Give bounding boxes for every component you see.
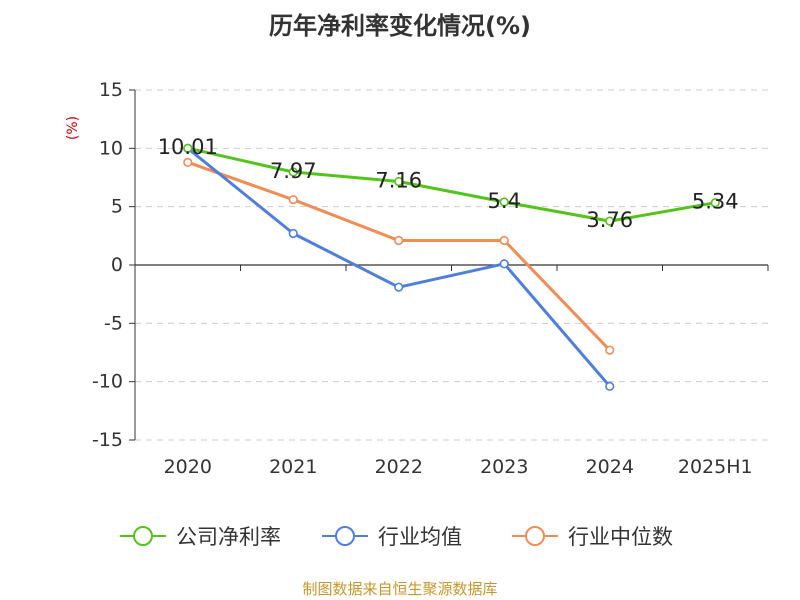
y-tick-label: 0 xyxy=(111,254,123,276)
legend-marker xyxy=(133,526,153,546)
legend-marker xyxy=(335,526,355,546)
data-point[interactable] xyxy=(183,143,193,153)
data-point[interactable] xyxy=(499,259,509,269)
x-tick-label: 2025H1 xyxy=(678,456,753,478)
series-0: 10.01 7.97 7.16 5.4 3.76 5.34 xyxy=(158,135,739,232)
data-point[interactable] xyxy=(394,282,404,292)
data-label: 3.76 xyxy=(586,208,633,232)
data-point[interactable] xyxy=(288,228,298,239)
legend-label: 公司净利率 xyxy=(176,525,281,549)
y-tick-label: -5 xyxy=(104,312,123,334)
y-tick-label: -15 xyxy=(92,429,123,451)
source-note: 制图数据来自恒生聚源数据库 xyxy=(302,580,498,598)
legend-item[interactable]: 公司净利率 xyxy=(120,525,281,549)
x-tick-label: 2023 xyxy=(480,456,528,478)
data-point[interactable] xyxy=(605,381,615,391)
data-label: 10.01 xyxy=(158,135,218,159)
series-line xyxy=(186,146,717,223)
y-axis-label: (%) xyxy=(65,116,81,140)
data-point[interactable] xyxy=(710,198,720,208)
series-2 xyxy=(183,157,615,355)
data-point[interactable] xyxy=(288,167,298,177)
legend-label: 行业均值 xyxy=(378,525,462,549)
data-label: 7.16 xyxy=(375,168,422,192)
y-tick-label: 15 xyxy=(99,79,123,101)
chart-title: 历年净利率变化情况(%) xyxy=(269,12,531,40)
data-point[interactable] xyxy=(605,345,615,355)
legend[interactable]: 公司净利率 行业均值 行业中位数 xyxy=(120,525,673,549)
legend-label: 行业中位数 xyxy=(568,525,673,549)
legend-item[interactable]: 行业中位数 xyxy=(512,525,673,549)
series-group: 10.01 7.97 7.16 5.4 3.76 5.34 xyxy=(158,135,739,391)
y-tick-label: -10 xyxy=(92,371,123,393)
legend-item[interactable]: 行业均值 xyxy=(322,525,462,549)
x-tick-label: 2020 xyxy=(164,456,212,478)
data-point[interactable] xyxy=(394,176,404,187)
x-tick-label: 2021 xyxy=(269,456,317,478)
x-tick-label: 2024 xyxy=(586,456,634,478)
data-point[interactable] xyxy=(499,197,509,207)
axes: 15 10 5 0 -5 -10 -15 2020 2021 2022 2023 2024 2025H1 xyxy=(92,79,769,478)
data-label: 7.97 xyxy=(270,159,317,183)
data-label: 5.4 xyxy=(488,189,521,213)
data-point[interactable] xyxy=(394,235,404,246)
x-tick-label: 2022 xyxy=(375,456,423,478)
data-point[interactable] xyxy=(605,216,615,226)
data-label: 5.34 xyxy=(692,190,739,214)
data-point[interactable] xyxy=(183,157,193,167)
data-point[interactable] xyxy=(288,195,298,205)
y-tick-label: 10 xyxy=(99,137,123,159)
data-point[interactable] xyxy=(499,235,509,246)
legend-marker xyxy=(525,526,545,546)
y-tick-label: 5 xyxy=(111,196,123,218)
